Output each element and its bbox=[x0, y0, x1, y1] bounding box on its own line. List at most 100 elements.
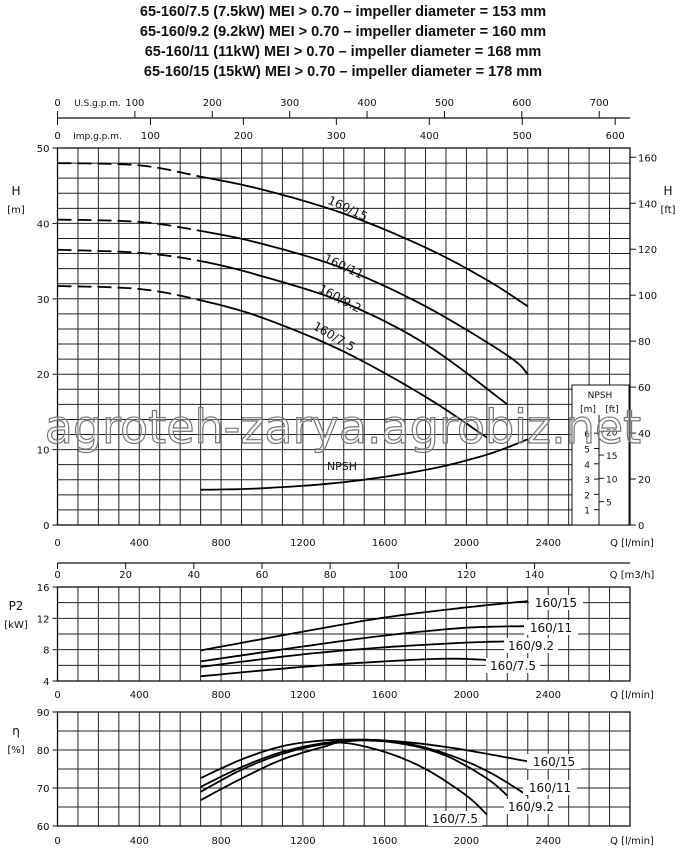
y-tick-label: 30 bbox=[37, 295, 50, 306]
label-backdrop bbox=[486, 658, 540, 673]
top-axis-tick-label: 700 bbox=[590, 98, 609, 109]
head-curve-160-11 bbox=[200, 230, 529, 375]
label-backdrop bbox=[523, 780, 577, 795]
m3h-tick-label: 120 bbox=[457, 570, 476, 581]
power-curve-160-9-2 bbox=[200, 640, 508, 668]
y-axis-unit: [kW] bbox=[4, 620, 28, 631]
y-tick-label: 4 bbox=[43, 677, 49, 688]
label-backdrop bbox=[527, 754, 581, 769]
head-curve-label: 160/15 bbox=[326, 193, 370, 224]
head-curve-160-15 bbox=[200, 175, 529, 308]
npsh-ft-tick-label: 10 bbox=[606, 475, 618, 485]
y-axis-unit: [m] bbox=[7, 205, 25, 216]
efficiency-curve-label: 160/7.5 bbox=[432, 812, 478, 826]
npsh-unit-m: [m] bbox=[580, 405, 596, 415]
top-axis-tick-label: 400 bbox=[358, 98, 377, 109]
title-line: 65-160/11 (11kW) MEI > 0.70 – impeller d… bbox=[144, 44, 542, 60]
title-line: 65-160/15 (15kW) MEI > 0.70 – impeller d… bbox=[143, 64, 543, 80]
top-axis-tick-label: 500 bbox=[513, 131, 532, 142]
watermark: agroteh-zarya.agrobiz.net bbox=[45, 400, 641, 454]
y-axis-label: P2 bbox=[9, 599, 24, 613]
x-axis-label: Q [l/min] bbox=[610, 538, 654, 549]
m3h-tick-label: 60 bbox=[256, 570, 269, 581]
y-tick-label: 8 bbox=[43, 646, 49, 657]
power-curve-160-7-5 bbox=[200, 657, 487, 678]
plot-frame bbox=[56, 586, 631, 682]
label-backdrop bbox=[504, 638, 558, 653]
top-axis-tick-label: 400 bbox=[420, 131, 439, 142]
power-curve-160-15 bbox=[200, 600, 528, 652]
x-tick-label: 1600 bbox=[372, 690, 397, 701]
right-y-tick-label: 40 bbox=[638, 429, 651, 440]
x-tick-label: 2000 bbox=[454, 836, 479, 847]
top-axis-label: U.S.g.p.m. bbox=[74, 99, 121, 109]
x-tick-label: 1600 bbox=[372, 538, 397, 549]
y-tick-label: 80 bbox=[37, 746, 50, 757]
label-backdrop bbox=[529, 595, 583, 610]
head-curve-160-11-dashed bbox=[57, 218, 201, 232]
efficiency-curve-160-7-5 bbox=[200, 741, 488, 816]
x-tick-label: 800 bbox=[212, 690, 231, 701]
top-axis-tick-label: 200 bbox=[234, 131, 253, 142]
power-curve-160-11 bbox=[200, 625, 528, 663]
top-axis-tick-label: 500 bbox=[435, 98, 454, 109]
npsh-m-tick-label: 2 bbox=[584, 491, 590, 501]
x-tick-label: 1200 bbox=[290, 690, 315, 701]
x-axis-label: Q [l/min] bbox=[610, 690, 654, 701]
x-tick-label: 2000 bbox=[454, 690, 479, 701]
x-axis-label: Q [l/min] bbox=[610, 836, 654, 847]
head-curve-160-9-2 bbox=[200, 260, 508, 406]
x-tick-label: 800 bbox=[212, 538, 231, 549]
top-axis-tick-label: 100 bbox=[141, 131, 160, 142]
power-curve-label: 160/9.2 bbox=[508, 639, 554, 653]
right-y-tick-label: 160 bbox=[638, 153, 657, 164]
x-tick-label: 400 bbox=[130, 538, 149, 549]
right-y-tick-label: 20 bbox=[638, 475, 651, 486]
x-tick-label: 2400 bbox=[535, 538, 560, 549]
m3h-tick-label: 80 bbox=[324, 570, 337, 581]
npsh-ft-tick-label: 5 bbox=[606, 499, 612, 509]
npsh-curve-label: NPSH bbox=[327, 460, 357, 473]
x-tick-label: 800 bbox=[212, 836, 231, 847]
right-y-tick-label: 80 bbox=[638, 337, 651, 348]
head-curve-160-7-5 bbox=[200, 299, 488, 439]
y-tick-label: 50 bbox=[37, 144, 50, 155]
x-tick-label: 2400 bbox=[535, 690, 560, 701]
head-curve-160-9-2-dashed bbox=[57, 248, 201, 262]
y-tick-label: 90 bbox=[37, 708, 50, 719]
m3h-axis-label: Q [m3/h] bbox=[610, 570, 655, 581]
chart-titles: 65-160/7.5 (7.5kW) MEI > 0.70 – impeller… bbox=[0, 2, 686, 82]
npsh-unit-ft: [ft] bbox=[605, 405, 619, 415]
efficiency-curve-label: 160/15 bbox=[533, 755, 575, 769]
npsh-m-tick-label: 6 bbox=[584, 430, 590, 440]
x-tick-label: 0 bbox=[54, 836, 60, 847]
right-y-tick-label: 120 bbox=[638, 245, 657, 256]
y-tick-label: 60 bbox=[37, 822, 50, 833]
right-y-tick-label: 100 bbox=[638, 291, 657, 302]
npsh-curve bbox=[200, 438, 529, 491]
m3h-tick-label: 140 bbox=[525, 570, 544, 581]
top-axis-tick-label: 300 bbox=[327, 131, 346, 142]
top-axis-tick-label: 0 bbox=[54, 98, 60, 109]
y-tick-label: 40 bbox=[37, 219, 50, 230]
label-backdrop bbox=[504, 799, 558, 814]
x-tick-label: 400 bbox=[130, 836, 149, 847]
x-tick-label: 2000 bbox=[454, 538, 479, 549]
efficiency-curve-label: 160/9.2 bbox=[508, 800, 554, 814]
head-curve-160-7-5-dashed bbox=[57, 285, 201, 302]
y-axis-unit: [%] bbox=[7, 745, 24, 756]
npsh-m-tick-label: 5 bbox=[584, 446, 590, 456]
npsh-m-tick-label: 1 bbox=[584, 507, 590, 517]
y-tick-label: 12 bbox=[37, 614, 50, 625]
m3h-tick-label: 0 bbox=[54, 570, 60, 581]
y-axis-label: η bbox=[12, 724, 20, 738]
power-curve-label: 160/11 bbox=[530, 621, 572, 635]
top-axis-tick-label: 0 bbox=[54, 131, 60, 142]
label-backdrop bbox=[524, 620, 578, 635]
x-tick-label: 1200 bbox=[290, 836, 315, 847]
m3h-tick-label: 40 bbox=[187, 570, 200, 581]
top-axis-tick-label: 300 bbox=[280, 98, 299, 109]
right-y-tick-label: 140 bbox=[638, 199, 657, 210]
title-line: 65-160/9.2 (9.2kW) MEI > 0.70 – impeller… bbox=[139, 24, 547, 40]
